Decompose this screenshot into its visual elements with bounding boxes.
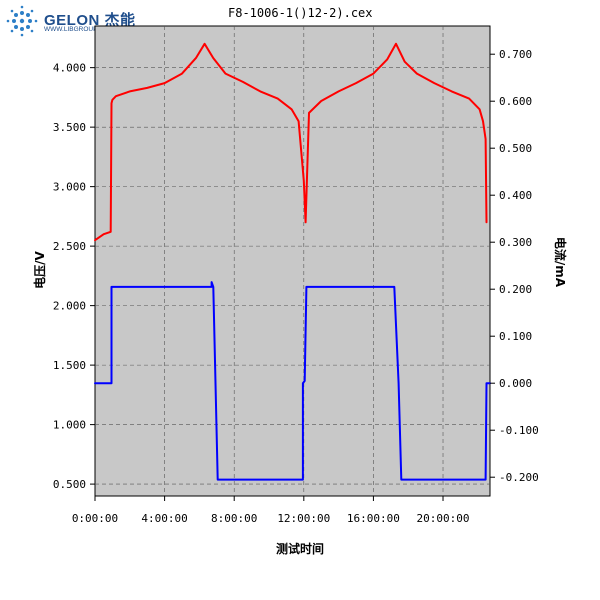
x-axis-label: 测试时间 <box>276 541 324 556</box>
y-right-tick-label: 0.300 <box>499 236 532 249</box>
y-left-tick-label: 2.000 <box>53 300 86 313</box>
chart-title: F8-1006-1()12-2).cex <box>228 6 373 20</box>
voltage-series-line <box>94 42 488 242</box>
y-right-axis-ticks: -0.200 -0.100 0.000 0.100 0.200 0.300 0.400 0.5… <box>490 48 539 484</box>
current-series-line <box>94 281 491 481</box>
y-left-tick-label: 1.000 <box>53 419 86 432</box>
y-right-tick-label: 0.000 <box>499 377 532 390</box>
grid <box>95 26 490 496</box>
y-left-tick-label: 2.500 <box>53 240 86 253</box>
y-right-tick-label: 0.600 <box>499 95 532 108</box>
x-axis-ticks: 0:00:00 4:00:00 8:00:00 12:00:00 16:00:00 20:… <box>72 496 470 525</box>
y-left-tick-label: 3.500 <box>53 121 86 134</box>
y-right-tick-label: 0.200 <box>499 283 532 296</box>
y-left-tick-label: 1.500 <box>53 359 86 372</box>
gelon-logo-icon <box>6 5 38 37</box>
x-tick-label: 12:00:00 <box>277 512 330 525</box>
y-left-axis-label: 电压/V <box>32 250 47 288</box>
x-tick-label: 16:00:00 <box>347 512 400 525</box>
y-right-tick-label: -0.200 <box>499 471 539 484</box>
y-right-tick-label: 0.700 <box>499 48 532 61</box>
series-group <box>94 42 491 481</box>
x-tick-label: 20:00:00 <box>417 512 470 525</box>
y-right-tick-label: -0.100 <box>499 424 539 437</box>
logo-brand: GELON 杰能 <box>44 12 136 29</box>
plot-area <box>94 25 491 497</box>
y-right-tick-label: 0.500 <box>499 142 532 155</box>
x-tick-label: 0:00:00 <box>72 512 118 525</box>
logo-url: WWW.LIBGROUP.NET <box>44 26 112 33</box>
y-left-axis-ticks: 0.500 1.000 1.500 2.000 2.500 3.000 3.500 4.000 <box>53 62 95 491</box>
x-tick-label: 4:00:00 <box>141 512 187 525</box>
y-left-tick-label: 4.000 <box>53 62 86 75</box>
y-left-tick-label: 3.000 <box>53 181 86 194</box>
y-right-axis-label: 电流/mA <box>553 237 568 288</box>
x-tick-label: 8:00:00 <box>211 512 257 525</box>
y-left-tick-label: 0.500 <box>53 478 86 491</box>
y-right-tick-label: 0.100 <box>499 330 532 343</box>
y-right-tick-label: 0.400 <box>499 189 532 202</box>
logo: GELON 杰能 WWW.LIBGROUP.NET <box>4 4 154 38</box>
